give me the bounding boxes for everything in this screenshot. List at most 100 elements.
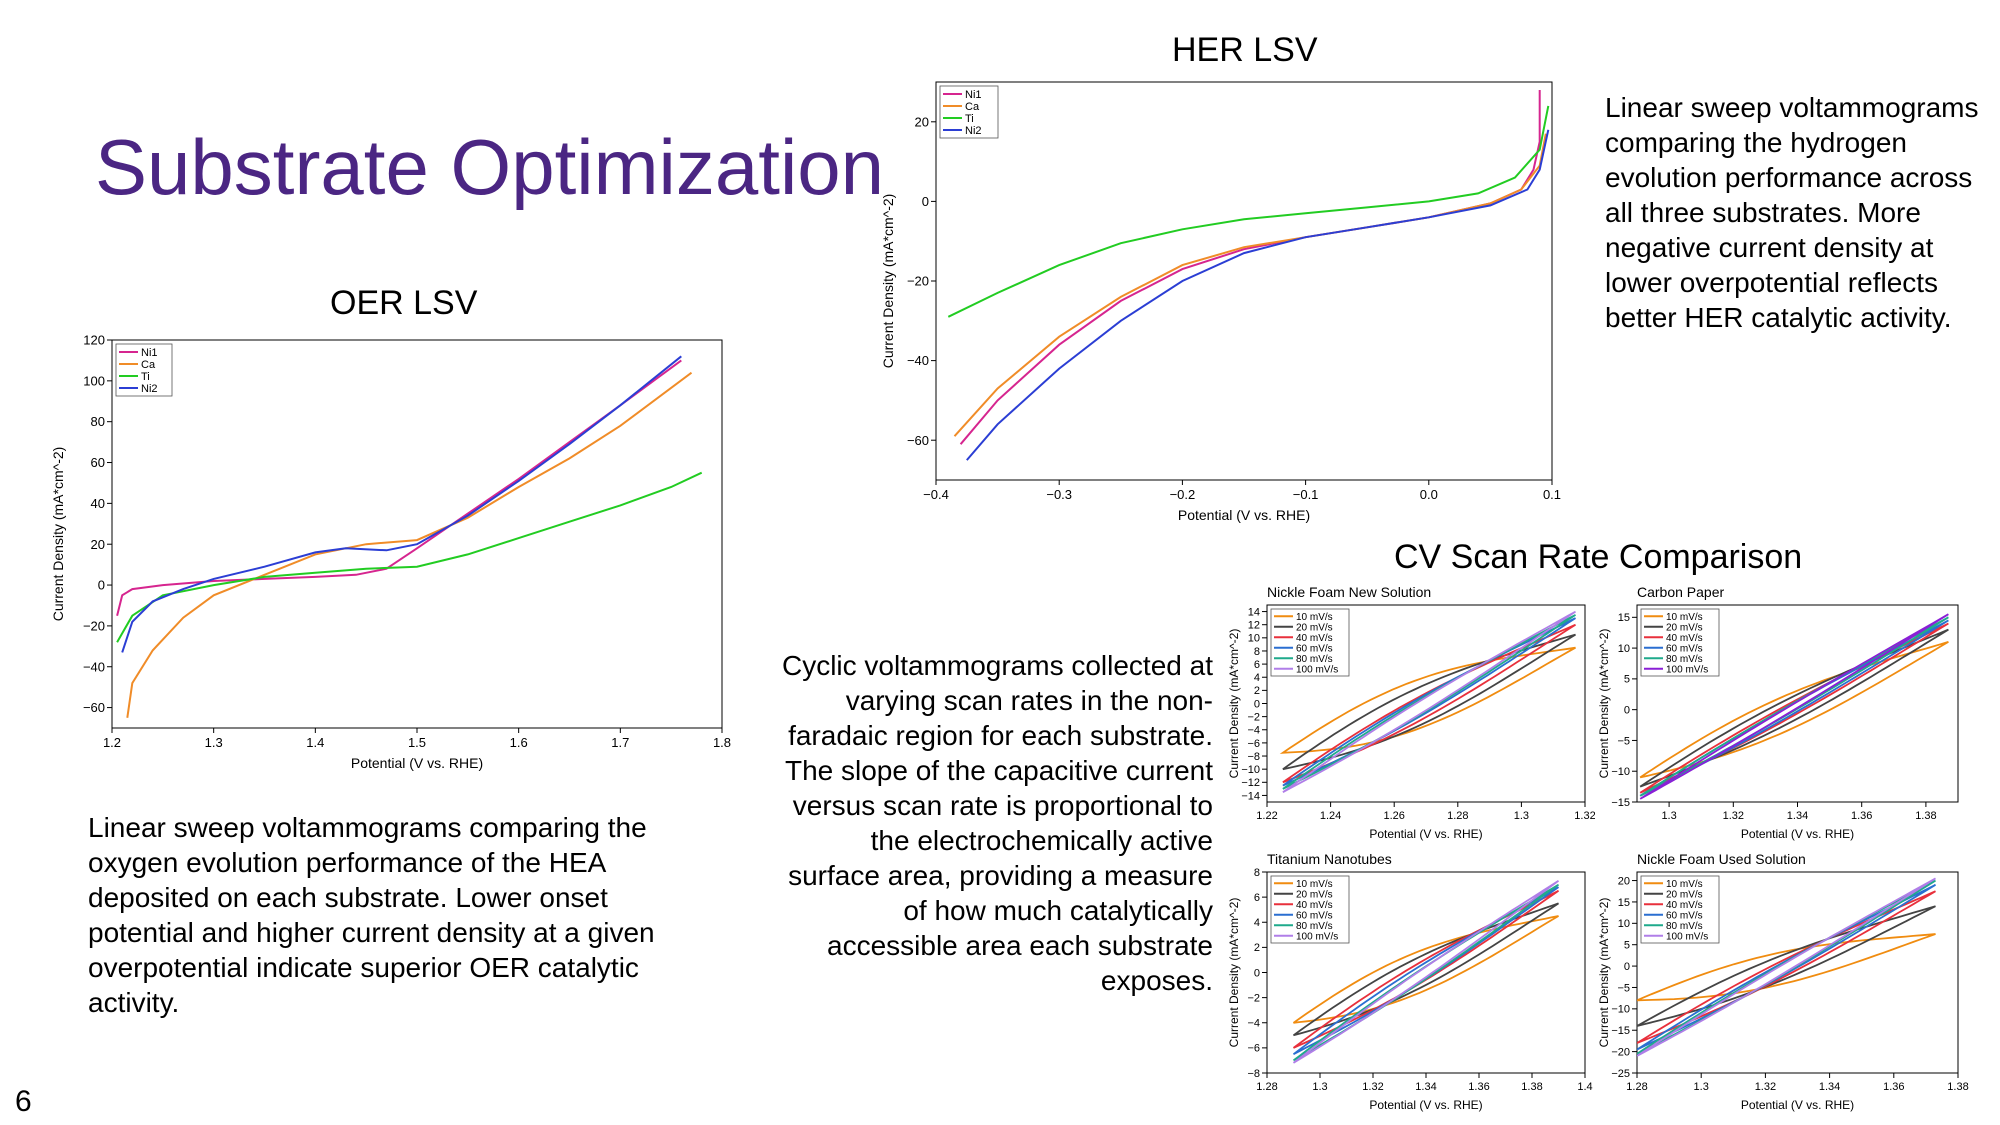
y-tick-label: 0 [1624, 705, 1630, 717]
x-tick-label: −0.3 [1046, 487, 1072, 502]
legend-label: Ti [141, 371, 150, 383]
series-line-10-mv-s [1637, 933, 1936, 1002]
x-tick-label: 1.34 [1787, 810, 1808, 822]
y-tick-label: −6 [1247, 738, 1260, 750]
x-axis-label: Potential (V vs. RHE) [1369, 827, 1482, 841]
legend-label: 20 mV/s [1296, 622, 1333, 633]
series-line-100-mv-s [1639, 613, 1949, 800]
x-tick-label: 1.32 [1755, 1081, 1776, 1093]
legend-label: 60 mV/s [1666, 643, 1703, 654]
legend-label: 80 mV/s [1666, 921, 1703, 932]
y-tick-label: −14 [1241, 790, 1260, 802]
series-line-ti [116, 471, 703, 643]
x-tick-label: 1.36 [1883, 1081, 1904, 1093]
y-axis-label: Current Density (mA*cm^-2) [1597, 629, 1611, 779]
series-line-20-mv-s [1639, 628, 1949, 788]
chart-title: Nickle Foam Used Solution [1637, 851, 1806, 867]
x-axis-label: Potential (V vs. RHE) [1741, 827, 1854, 841]
y-tick-label: 12 [1248, 620, 1260, 632]
y-axis-label: Current Density (mA*cm^-2) [1227, 898, 1241, 1048]
cv-description: Cyclic voltammograms collected at varyin… [781, 650, 1213, 996]
slide-title: Substrate Optimization [95, 123, 885, 211]
x-axis-label: Potential (V vs. RHE) [1741, 1098, 1854, 1112]
x-tick-label: 1.26 [1383, 810, 1404, 822]
legend-label: 100 mV/s [1296, 931, 1338, 942]
x-tick-label: 1.3 [205, 735, 223, 750]
y-tick-label: −8 [1247, 1068, 1260, 1080]
x-tick-label: −0.1 [1293, 487, 1319, 502]
cv-chart-heading: CV Scan Rate Comparison [1394, 538, 1803, 576]
y-tick-label: −4 [1247, 1018, 1260, 1030]
y-tick-label: −20 [907, 274, 929, 289]
x-tick-label: 1.4 [1577, 1081, 1592, 1093]
y-tick-label: 0 [98, 578, 105, 593]
y-tick-label: −2 [1247, 711, 1260, 723]
y-tick-label: −40 [83, 659, 105, 674]
x-tick-label: 1.38 [1521, 1081, 1542, 1093]
x-tick-label: 1.28 [1256, 1081, 1277, 1093]
y-tick-label: 2 [1254, 685, 1260, 697]
legend-label: 80 mV/s [1666, 654, 1703, 665]
y-tick-label: 6 [1254, 659, 1260, 671]
legend-box [1270, 608, 1350, 677]
series-line-100-mv-s [1637, 877, 1936, 1057]
x-tick-label: 0.1 [1543, 487, 1561, 502]
y-tick-label: 4 [1254, 672, 1260, 684]
legend-label: Ni1 [141, 347, 158, 359]
series-line-10-mv-s [1639, 641, 1949, 779]
legend-label: 80 mV/s [1296, 654, 1333, 665]
x-tick-label: 1.36 [1851, 810, 1872, 822]
y-tick-label: 0 [1254, 967, 1260, 979]
y-tick-label: 15 [1618, 612, 1630, 624]
x-tick-label: 1.32 [1574, 810, 1595, 822]
series-line-ni1 [959, 90, 1541, 445]
x-tick-label: 1.3 [1312, 1081, 1327, 1093]
y-tick-label: 0 [922, 194, 929, 209]
legend-label: 60 mV/s [1666, 910, 1703, 921]
y-tick-label: 0 [1254, 698, 1260, 710]
y-tick-label: −6 [1247, 1043, 1260, 1055]
y-tick-label: 10 [1618, 918, 1630, 930]
series-line-100-mv-s [1282, 610, 1576, 793]
legend-label: 60 mV/s [1296, 643, 1333, 654]
y-tick-label: 5 [1624, 674, 1630, 686]
y-tick-label: −2 [1247, 992, 1260, 1004]
legend-label: 40 mV/s [1666, 900, 1703, 911]
legend-label: 40 mV/s [1666, 633, 1703, 644]
series-line-100-mv-s [1292, 880, 1560, 1064]
x-tick-label: −0.2 [1170, 487, 1196, 502]
y-tick-label: −10 [1611, 1004, 1630, 1016]
legend-label: 40 mV/s [1296, 900, 1333, 911]
oer-description: Linear sweep voltammograms comparing the… [88, 812, 655, 1018]
x-tick-label: 1.5 [408, 735, 426, 750]
y-tick-label: −60 [907, 433, 929, 448]
series-line-ni2 [121, 355, 682, 653]
x-tick-label: 1.3 [1661, 810, 1676, 822]
legend-label: 100 mV/s [1296, 664, 1338, 675]
y-tick-label: 5 [1624, 940, 1630, 952]
y-tick-label: 2 [1254, 942, 1260, 954]
y-tick-label: 8 [1254, 867, 1260, 879]
legend-label: 10 mV/s [1296, 612, 1333, 623]
legend-label: 10 mV/s [1666, 612, 1703, 623]
series-line-ni1 [116, 359, 682, 616]
y-tick-label: 20 [915, 114, 929, 129]
x-tick-label: 1.24 [1320, 810, 1341, 822]
y-tick-label: 60 [91, 455, 105, 470]
x-tick-label: 1.32 [1723, 810, 1744, 822]
page-number: 6 [15, 1085, 32, 1118]
legend-label: 20 mV/s [1666, 622, 1703, 633]
y-tick-label: 20 [91, 537, 105, 552]
y-tick-label: −10 [1241, 764, 1260, 776]
series-line-ti [947, 105, 1550, 318]
y-tick-label: 40 [91, 496, 105, 511]
y-axis-label: Current Density (mA*cm^-2) [50, 447, 66, 622]
y-axis-label: Current Density (mA*cm^-2) [1597, 898, 1611, 1048]
y-tick-label: −4 [1247, 725, 1260, 737]
legend-label: Ni1 [965, 89, 982, 101]
legend-label: 10 mV/s [1296, 879, 1333, 890]
x-tick-label: 1.38 [1947, 1081, 1968, 1093]
legend-box [1270, 875, 1350, 944]
y-tick-label: −25 [1611, 1068, 1630, 1080]
x-axis-label: Potential (V vs. RHE) [1369, 1098, 1482, 1112]
